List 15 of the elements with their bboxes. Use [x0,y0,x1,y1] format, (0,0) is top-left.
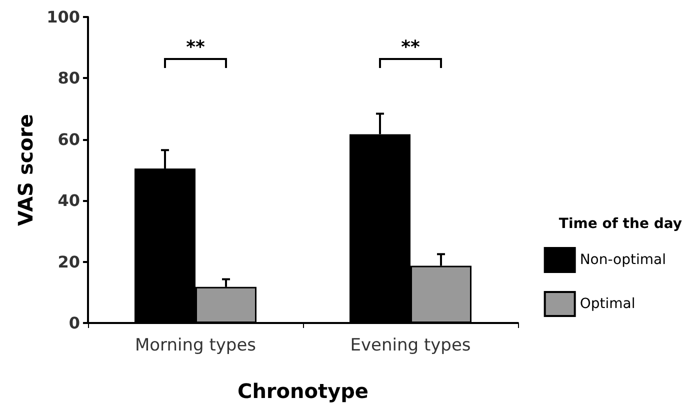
x-tick-label: Morning types [134,336,256,356]
y-axis-title: VAS score [14,114,38,226]
y-tick-label: 80 [58,68,80,88]
legend-label: Optimal [580,296,636,312]
y-tick-label: 0 [68,314,80,332]
x-tick-label: Evening types [350,336,471,356]
annotation: ** [401,37,420,58]
legend-label: Non-optimal [580,252,666,268]
y-tick-label: 20 [58,252,80,272]
x-axis-title: Chronotype [238,379,368,403]
annotation: ** [186,37,206,58]
y-tick-label: 100 [46,8,80,26]
legend-title: Time of the day [558,216,682,232]
y-tick-label: 40 [58,191,80,210]
y-tick-label: 60 [58,130,80,149]
